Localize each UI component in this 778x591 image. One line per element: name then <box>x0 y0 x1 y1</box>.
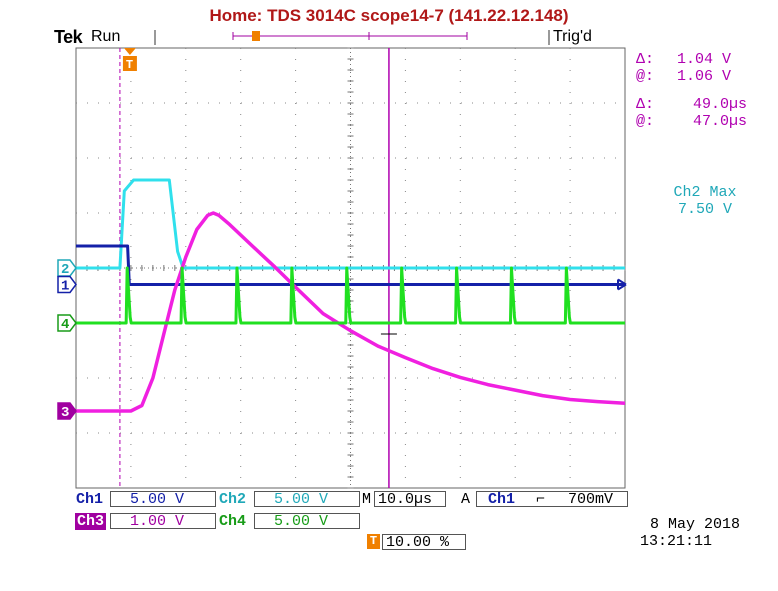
trigger-slope-icon: ⌐ <box>536 491 546 508</box>
channel-3-marker-label: 3 <box>61 405 69 421</box>
trigger-status: Trig'd <box>553 28 592 45</box>
channel-2-marker-label: 2 <box>61 262 69 278</box>
timebase-label: M <box>362 491 372 508</box>
time-at-value: 47.0µs <box>693 113 748 130</box>
brand-logo: Tek <box>54 27 83 47</box>
channel-1-marker <box>57 275 77 294</box>
trace-ch1 <box>76 244 625 286</box>
capture-time: 13:21:11 <box>640 533 713 550</box>
channel-2-marker <box>57 259 77 277</box>
measurement-label: Ch2 Max <box>673 184 737 201</box>
trigger-source: Ch1 <box>488 491 516 508</box>
ch1-scale: 5.00 V <box>130 491 185 508</box>
record-view-bar <box>154 30 550 45</box>
channel-4-marker-label: 4 <box>61 317 69 333</box>
trigger-point-box <box>122 56 137 71</box>
voltage-delta-label: Δ: <box>636 51 655 68</box>
channel-3-marker <box>57 402 77 420</box>
trigger-level: 700mV <box>568 491 614 508</box>
ch3-label: Ch3 <box>75 513 107 530</box>
cursor-voltage-readout: Δ: 1.04 V @: 1.06 V <box>636 51 731 85</box>
channel-4-marker <box>57 314 77 332</box>
voltage-at-label: @: <box>636 68 655 85</box>
acquisition-status: Run <box>91 28 121 45</box>
time-at-label: @: <box>636 113 655 130</box>
ch2-scale: 5.00 V <box>274 491 329 508</box>
timebase-value: 10.0µs <box>378 491 433 508</box>
trace-ch4 <box>76 266 625 325</box>
trigger-point-label: T <box>126 58 133 72</box>
time-delta-value: 49.0µs <box>693 96 748 113</box>
trigger-point-arrow <box>123 48 136 55</box>
channel-1-marker-label: 1 <box>61 279 69 295</box>
measurement-value: 7.50 V <box>677 201 732 218</box>
cursor-time-readout: Δ: 49.0µs @: 47.0µs <box>636 96 747 130</box>
traces <box>76 178 626 413</box>
voltage-delta-value: 1.04 V <box>677 51 732 68</box>
trigger-position-icon: T <box>367 534 380 549</box>
trigger-level-arrow <box>617 278 627 291</box>
ch2-max-measurement: Ch2 Max 7.50 V <box>650 184 760 218</box>
voltage-at-value: 1.06 V <box>677 68 732 85</box>
ch4-scale: 5.00 V <box>274 513 329 530</box>
trigger-mode-label: A <box>461 491 471 508</box>
time-delta-label: Δ: <box>636 96 655 113</box>
trigger-position: 10.00 % <box>386 534 450 551</box>
channel-markers: 21 4 3 T <box>57 48 627 421</box>
window-title: Home: TDS 3014C scope14-7 (141.22.12.148… <box>209 6 569 25</box>
trace-ch3 <box>76 211 626 413</box>
ch1-label: Ch1 <box>76 491 104 508</box>
ch2-label: Ch2 <box>219 491 247 508</box>
capture-date: 8 May 2018 <box>650 516 741 533</box>
ch4-label: Ch4 <box>219 513 247 530</box>
ch3-scale: 1.00 V <box>130 513 185 530</box>
